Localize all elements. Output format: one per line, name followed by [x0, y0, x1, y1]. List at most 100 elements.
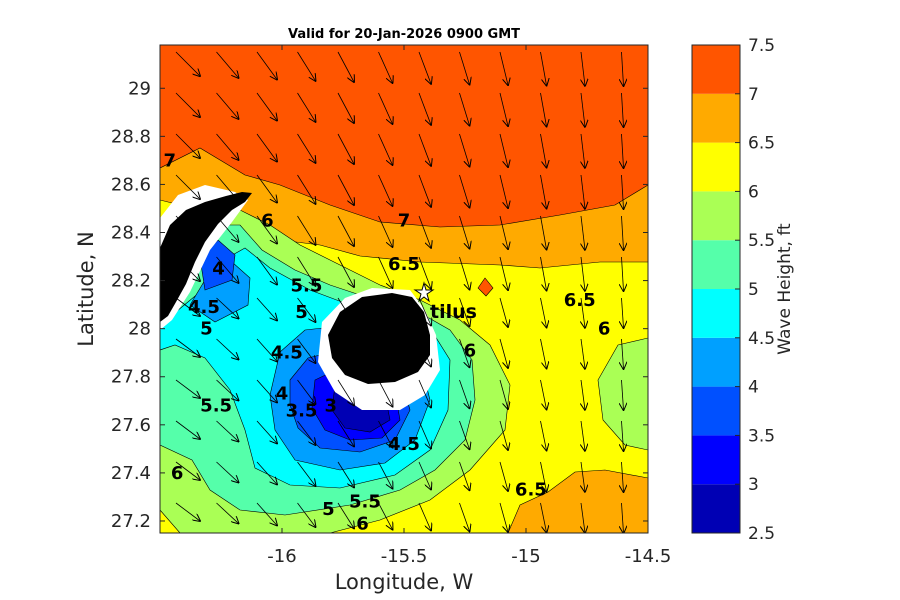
wind-arrow	[256, 133, 277, 161]
station-label: tilus	[430, 301, 477, 323]
wind-arrow	[622, 256, 624, 291]
colorbar-frame	[691, 44, 741, 534]
wind-arrow	[418, 133, 431, 166]
wind-arrow	[216, 502, 239, 523]
wind-arrow	[581, 256, 585, 291]
colorbar-tick-label: 5	[748, 280, 759, 300]
wind-arrow	[337, 51, 354, 82]
wind-arrow	[499, 174, 508, 208]
wind-arrow	[256, 379, 277, 402]
wind-arrow	[581, 297, 585, 328]
wind-arrow	[581, 379, 585, 410]
colorbar-segment	[692, 289, 740, 338]
contour-label: 3.5	[286, 400, 318, 421]
wind-arrow	[622, 92, 624, 127]
colorbar-segment	[692, 386, 740, 436]
wind-arrow	[297, 174, 316, 204]
wind-arrow	[622, 461, 624, 492]
colorbar-tick-label: 7	[748, 85, 759, 105]
wind-arrow	[297, 133, 316, 163]
colorbar: 2.5 3 3.5 4 4.5 5 5.5 6 6.5 7 7.5	[692, 36, 775, 544]
contour-label: 6	[598, 319, 611, 340]
wind-arrow	[622, 174, 624, 209]
wind-arrow	[622, 338, 624, 369]
wind-arrow	[459, 92, 470, 125]
wind-arrow	[459, 461, 470, 490]
wind-arrow	[581, 502, 585, 533]
wind-arrow	[418, 215, 431, 248]
wind-arrow	[499, 92, 508, 126]
colorbar-segment	[692, 142, 740, 192]
colorbar-segment	[692, 435, 740, 485]
wind-arrow	[378, 338, 393, 366]
wind-arrow	[175, 461, 200, 480]
contour-label: 6.5	[564, 290, 596, 311]
wind-arrow	[499, 297, 508, 327]
chart-title: Valid for 20-Jan-2026 0900 GMT	[288, 27, 520, 42]
wind-arrow	[337, 502, 354, 528]
wind-arrow	[418, 420, 431, 448]
contour-label: 4.5	[271, 343, 303, 364]
wind-arrow	[459, 338, 470, 367]
y-tick-label: 29	[128, 78, 151, 99]
colorbar-tick-label: 6.5	[748, 134, 775, 154]
wind-arrow	[622, 297, 624, 328]
contour-label: 5.5	[200, 396, 232, 417]
y-tick-label: 28	[128, 319, 151, 340]
wind-arrow	[337, 420, 354, 446]
wind-arrow	[216, 215, 239, 242]
wind-arrow	[337, 461, 354, 487]
wind-arrow	[540, 338, 547, 368]
wind-arrow	[418, 51, 431, 84]
wind-arrow	[459, 174, 470, 207]
wind-arrow	[256, 297, 277, 320]
station-marker-icon	[413, 281, 435, 303]
wind-arrow	[540, 133, 547, 167]
y-tick-label: 27.6	[111, 415, 151, 436]
wind-arrow	[418, 502, 431, 530]
contour-label: 6.5	[388, 254, 420, 275]
wind-arrow	[256, 338, 277, 361]
wind-arrow	[175, 338, 200, 357]
wind-arrow	[337, 379, 354, 405]
wind-arrow	[337, 297, 354, 323]
wind-arrow	[418, 256, 431, 289]
wind-arrow	[418, 338, 431, 366]
wind-arrow	[581, 461, 585, 492]
y-axis: 27.2 27.4 27.6 27.8 28 28.2 28.4 28.6 28.8 29	[111, 78, 648, 532]
wind-arrow	[175, 215, 200, 240]
wind-arrow	[378, 133, 393, 165]
wind-arrow	[581, 420, 585, 451]
wind-arrow	[216, 297, 239, 318]
colorbar-tick-label: 3.5	[748, 426, 775, 446]
wind-arrow	[459, 133, 470, 166]
colorbar-segment	[692, 93, 740, 143]
wind-arrow	[175, 420, 200, 439]
wind-arrow	[216, 461, 239, 482]
x-axis: -16 -15.5 -15 -14.5	[267, 45, 671, 567]
wind-arrow	[418, 92, 431, 125]
colorbar-tick-label: 4	[748, 378, 759, 398]
wind-arrow	[378, 297, 393, 325]
wind-arrow	[378, 92, 393, 124]
wind-arrow	[540, 379, 547, 409]
wind-arrow	[378, 420, 393, 448]
wind-arrow	[499, 379, 508, 409]
wind-arrow	[378, 379, 393, 407]
wind-arrow	[622, 379, 624, 410]
wind-arrow	[499, 338, 508, 368]
wind-arrow	[216, 379, 239, 400]
wind-arrow	[175, 297, 200, 316]
colorbar-tick-label: 4.5	[748, 329, 775, 349]
wind-arrow	[540, 215, 547, 249]
wind-arrow	[581, 92, 585, 127]
band-6.5-7-southeast	[507, 469, 648, 533]
wind-arrow	[459, 51, 470, 84]
contour-label: 6	[464, 340, 477, 361]
x-tick-label: -16	[267, 546, 296, 567]
colorbar-segment	[692, 484, 740, 533]
wind-arrow	[581, 133, 585, 168]
